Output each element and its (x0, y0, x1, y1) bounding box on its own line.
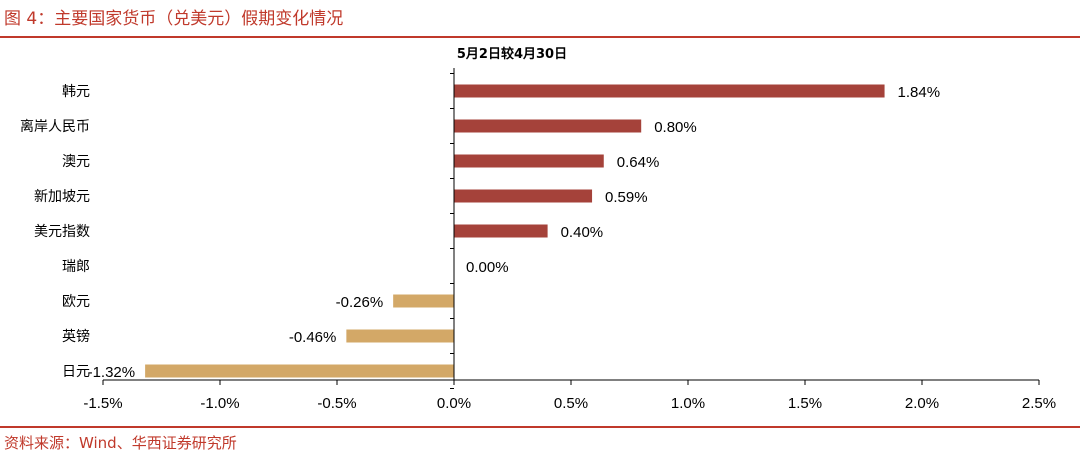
category-label: 美元指数 (34, 224, 90, 240)
category-label: 欧元 (62, 294, 90, 310)
x-tick-label: 1.5% (788, 395, 822, 412)
bars-group (145, 84, 885, 378)
data-label: 0.40% (561, 224, 604, 241)
category-label: 英镑 (62, 328, 90, 345)
bar (454, 189, 593, 203)
bar (145, 364, 454, 378)
x-tick-label: 0.0% (437, 395, 471, 412)
category-label: 瑞郎 (62, 259, 90, 275)
bar (454, 119, 642, 133)
x-tick-label: 2.5% (1022, 395, 1056, 412)
data-label: -0.46% (289, 329, 337, 346)
bar-chart: 5月2日较4月30日 韩元 1.84% 离岸人民币 0.80% 澳元 0.64% 新加坡元 0… (20, 46, 1056, 412)
bar (454, 224, 548, 238)
data-label: 1.84% (898, 84, 941, 101)
data-label: 0.64% (617, 154, 660, 171)
x-tick-label: 1.0% (671, 395, 705, 412)
category-label: 离岸人民币 (20, 118, 90, 135)
data-label: 0.80% (654, 119, 697, 136)
data-label: 0.00% (466, 259, 509, 276)
bar (346, 329, 454, 343)
figure-title: 图 4：主要国家货币（兑美元）假期变化情况 (4, 9, 344, 29)
top-divider (0, 36, 1080, 38)
x-tick-label: 0.5% (554, 395, 588, 412)
bar (454, 84, 885, 98)
axes-group (102, 68, 1040, 389)
data-label: 0.59% (605, 189, 648, 206)
labels-group: 韩元 1.84% 离岸人民币 0.80% 澳元 0.64% 新加坡元 0.59% 美元指数 0.4… (20, 84, 1056, 412)
x-tick-label: -1.5% (83, 395, 122, 412)
source-note: 资料来源：Wind、华西证券研究所 (4, 434, 237, 452)
chart-title: 5月2日较4月30日 (457, 46, 567, 62)
category-label: 新加坡元 (34, 189, 90, 205)
bottom-divider (0, 426, 1080, 428)
category-label: 日元 (62, 364, 90, 380)
x-tick-label: -0.5% (317, 395, 356, 412)
x-tick-label: -1.0% (200, 395, 239, 412)
category-label: 澳元 (62, 154, 90, 170)
category-label: 韩元 (62, 84, 90, 100)
x-tick-label: 2.0% (905, 395, 939, 412)
data-label: -0.26% (336, 294, 384, 311)
bar (454, 154, 604, 168)
bar (393, 294, 454, 308)
data-label: -1.32% (88, 364, 136, 381)
